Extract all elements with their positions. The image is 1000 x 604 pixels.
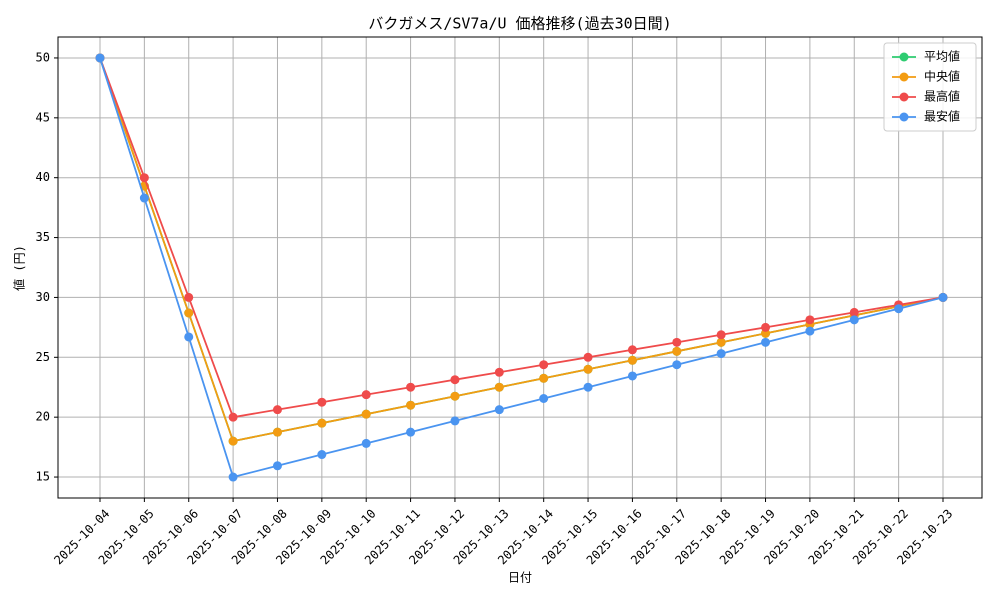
data-point [583,364,593,374]
legend-label: 中央値 [924,69,960,84]
data-point [450,416,460,426]
data-point [317,418,327,428]
data-point [805,326,815,336]
data-point [583,382,593,392]
data-point [805,315,815,325]
data-point [272,461,282,471]
data-point [627,355,637,365]
legend-label: 平均値 [924,49,960,64]
y-tick-label: 20 [36,410,50,424]
legend-marker [899,112,909,122]
data-point [228,412,238,422]
data-point [228,472,238,482]
data-point [672,337,682,347]
data-point [627,371,637,381]
legend-box [883,42,977,132]
data-point [450,391,460,401]
legend-marker [899,52,909,62]
data-point [184,332,194,342]
data-point [139,193,149,203]
data-point [361,438,371,448]
data-point [184,308,194,318]
series-line [99,57,944,443]
data-point [272,427,282,437]
data-point [494,367,504,377]
data-point [406,382,416,392]
data-point [539,393,549,403]
chart-title: バクガメス/SV7a/U 価格推移(過去30日間) [368,15,671,33]
data-point [672,360,682,370]
data-point [849,315,859,325]
data-point [672,346,682,356]
data-point [95,53,105,63]
y-tick-label: 30 [36,290,50,304]
data-point [716,349,726,359]
data-point [849,307,859,317]
y-tick-label: 35 [36,230,50,244]
y-tick-label: 25 [36,350,50,364]
data-point [450,375,460,385]
data-point [539,360,549,370]
data-point [627,345,637,355]
data-point [184,292,194,302]
data-point [317,450,327,460]
y-tick-label: 15 [36,470,50,484]
data-point [716,337,726,347]
data-point [761,337,771,347]
data-point [761,322,771,332]
data-point [938,292,948,302]
data-point [406,427,416,437]
data-point [716,330,726,340]
data-point [583,352,593,362]
data-point [494,405,504,415]
legend-label: 最高値 [924,89,960,104]
legend-marker [899,92,909,102]
series-line [99,57,944,419]
series-line [99,57,944,479]
y-axis-label: 値 (円) [12,245,27,291]
y-tick-label: 40 [36,170,50,184]
data-point [494,382,504,392]
y-tick-label: 50 [36,50,50,64]
data-point [361,390,371,400]
data-point [139,173,149,183]
y-tick-label: 45 [36,110,50,124]
data-point [361,409,371,419]
data-point [317,397,327,407]
legend-marker [899,72,909,82]
x-axis-label: 日付 [508,571,532,585]
plot-frame [57,36,983,499]
data-point [894,304,904,314]
data-point [272,405,282,415]
data-point [539,373,549,383]
data-point [406,400,416,410]
legend-label: 最安値 [924,109,960,124]
data-point [228,436,238,446]
